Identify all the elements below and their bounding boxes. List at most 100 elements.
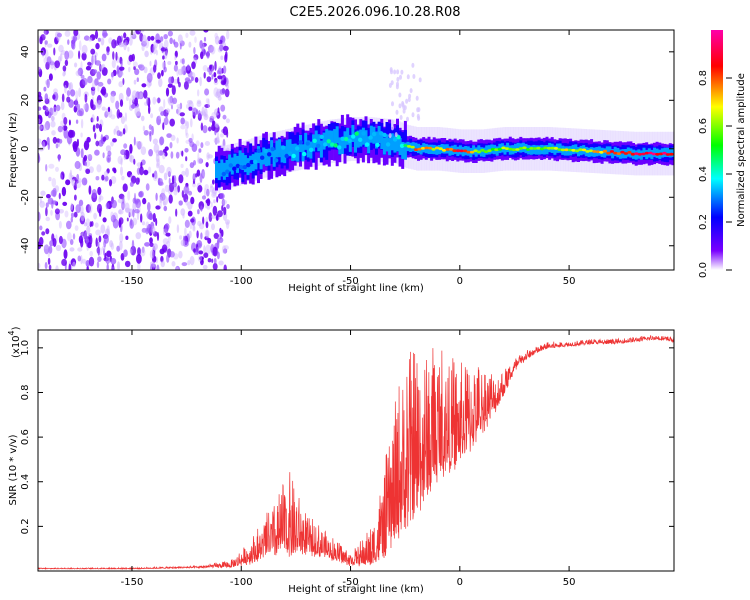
noise-speckle — [226, 204, 230, 209]
ridge-core — [378, 131, 384, 136]
noise-speckle — [95, 42, 100, 50]
stray-speckle — [406, 74, 410, 80]
noise-speckle — [184, 148, 189, 153]
noise-speckle — [94, 78, 99, 86]
noise-speckle — [153, 170, 158, 179]
noise-speckle — [47, 257, 51, 265]
noise-speckle — [183, 193, 189, 203]
noise-speckle — [184, 219, 190, 228]
noise-speckle — [222, 199, 228, 205]
noise-speckle — [155, 153, 160, 163]
noise-speckle — [96, 164, 102, 173]
spectrogram-y-label: Frequency (Hz) — [8, 112, 19, 188]
ridge-core — [284, 153, 289, 159]
noise-speckle — [55, 143, 59, 149]
noise-speckle — [107, 78, 112, 85]
ridge-core — [455, 149, 461, 153]
noise-speckle — [61, 93, 65, 103]
ridge-core — [344, 136, 349, 142]
snr-y-label: SNR (10 * v/v) — [8, 434, 19, 505]
noise-speckle — [188, 106, 193, 111]
x-tick-label: -150 — [121, 577, 144, 588]
noise-speckle — [191, 61, 196, 70]
noise-speckle — [132, 61, 138, 68]
noise-speckle — [80, 132, 83, 138]
noise-speckle — [132, 217, 138, 226]
stray-speckle — [415, 95, 419, 101]
ridge-core — [634, 152, 639, 156]
ridge-band — [354, 135, 357, 153]
noise-speckle — [190, 76, 194, 82]
ridge-core — [515, 148, 520, 151]
snr-frame — [37, 329, 675, 572]
noise-speckle — [189, 162, 195, 169]
ridge-band — [390, 133, 394, 151]
ridge-core — [270, 146, 275, 152]
noise-speckle — [86, 266, 89, 270]
noise-speckle — [80, 74, 85, 79]
noise-speckle — [119, 240, 123, 251]
stray-speckle — [409, 88, 413, 94]
spectrogram-x-label: Height of straight line (km) — [288, 283, 424, 294]
noise-speckle — [152, 212, 156, 223]
colorbar-label: Normalized spectral amplitude — [736, 73, 747, 227]
stray-speckle — [388, 133, 392, 139]
noise-speckle — [90, 221, 94, 227]
noise-speckle — [88, 37, 93, 42]
noise-speckle — [87, 242, 92, 249]
noise-speckle — [203, 113, 209, 121]
noise-speckle — [96, 261, 100, 269]
ridge-band — [346, 127, 350, 145]
noise-speckle — [220, 80, 227, 86]
noise-speckle — [141, 227, 147, 233]
ridge-core — [434, 146, 440, 150]
ridge-core — [543, 146, 548, 150]
noise-speckle — [190, 196, 195, 205]
ridge-band — [516, 142, 520, 153]
ridge-core — [459, 149, 464, 153]
noise-speckle — [129, 181, 134, 187]
noise-speckle — [64, 84, 67, 94]
noise-speckle — [111, 59, 116, 69]
ridge-core — [281, 145, 286, 150]
ridge-core — [655, 152, 660, 156]
noise-speckle — [97, 37, 101, 42]
noise-speckle — [136, 253, 142, 264]
noise-speckle — [152, 261, 155, 269]
noise-speckle — [60, 101, 65, 111]
noise-speckle — [166, 133, 172, 139]
noise-speckle — [70, 89, 76, 97]
ridge-band — [380, 132, 384, 149]
ridge-core — [239, 165, 244, 170]
snr-x-label: Height of straight line (km) — [288, 584, 424, 595]
ridge-core — [309, 147, 314, 152]
noise-speckle — [67, 232, 72, 242]
noise-speckle — [84, 93, 88, 103]
x-tick-label: -50 — [342, 276, 358, 287]
noise-speckle — [187, 100, 193, 105]
noise-speckle — [206, 204, 211, 210]
noise-speckle — [118, 209, 122, 215]
noise-speckle — [78, 235, 83, 244]
noise-speckle — [204, 187, 206, 198]
ridge-band — [285, 139, 289, 157]
noise-speckle — [134, 209, 140, 214]
noise-speckle — [158, 106, 164, 113]
noise-speckle — [83, 154, 88, 162]
noise-speckle — [201, 169, 205, 179]
ridge-band — [280, 145, 284, 163]
noise-speckle — [91, 86, 96, 91]
noise-speckle — [95, 60, 101, 66]
noise-speckle — [176, 106, 181, 116]
noise-speckle — [217, 210, 223, 218]
noise-speckle — [172, 97, 178, 105]
noise-speckle — [164, 146, 169, 151]
noise-speckle — [51, 115, 55, 122]
noise-speckle — [163, 205, 168, 212]
ridge-core — [620, 150, 625, 154]
noise-speckle — [48, 176, 52, 182]
colorbar-tick-label: 0.0 — [698, 262, 709, 278]
noise-speckle — [144, 242, 151, 247]
noise-speckle — [58, 209, 64, 214]
noise-speckle — [81, 52, 87, 61]
